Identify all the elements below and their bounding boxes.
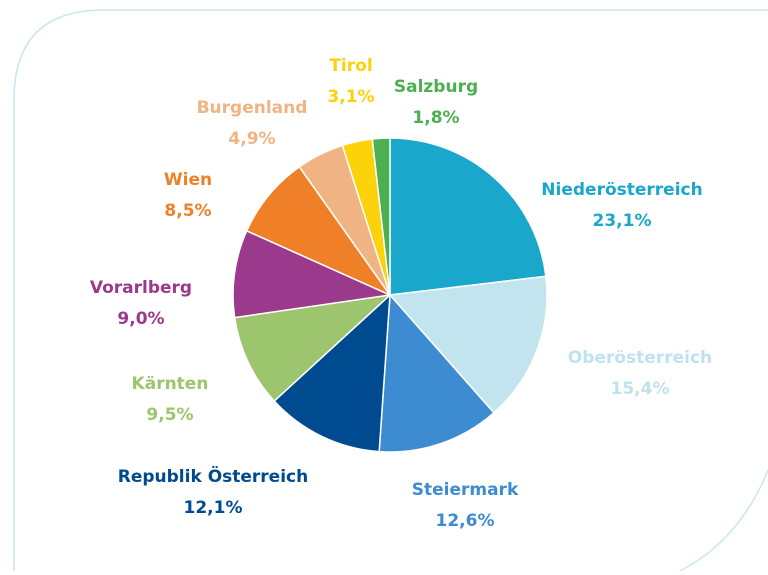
frame-corner xyxy=(679,469,768,572)
slice xyxy=(371,137,391,296)
slice-label: Kärnten xyxy=(132,374,209,394)
slice-value: 3,1% xyxy=(327,87,374,107)
slice xyxy=(378,293,495,453)
slice-value: 12,6% xyxy=(436,511,495,531)
slice xyxy=(273,293,391,453)
slice-label: Burgenland xyxy=(197,98,308,118)
slice-label: Vorarlberg xyxy=(90,278,192,298)
slice-label: Wien xyxy=(164,170,212,190)
slice xyxy=(233,293,393,403)
slice-label: Steiermark xyxy=(412,480,519,500)
slice-value: 4,9% xyxy=(228,129,275,149)
slice-value: 15,4% xyxy=(611,379,670,399)
slice-value: 23,1% xyxy=(593,211,652,231)
slice-value: 9,0% xyxy=(117,309,164,329)
slice-value: 8,5% xyxy=(164,201,211,221)
frame xyxy=(13,9,768,571)
slice-value: 1,8% xyxy=(412,108,459,128)
slice xyxy=(245,165,393,297)
slice xyxy=(388,275,548,414)
slice-value: 9,5% xyxy=(146,405,193,425)
slice-label: Republik Österreich xyxy=(118,465,308,487)
slice-label: Oberösterreich xyxy=(568,348,712,368)
slice xyxy=(232,229,393,319)
slice-label: Niederösterreich xyxy=(541,180,702,200)
slice xyxy=(389,137,547,296)
slice-label: Salzburg xyxy=(394,77,478,97)
slice-label: Tirol xyxy=(329,56,372,76)
slice-value: 12,1% xyxy=(184,498,243,518)
